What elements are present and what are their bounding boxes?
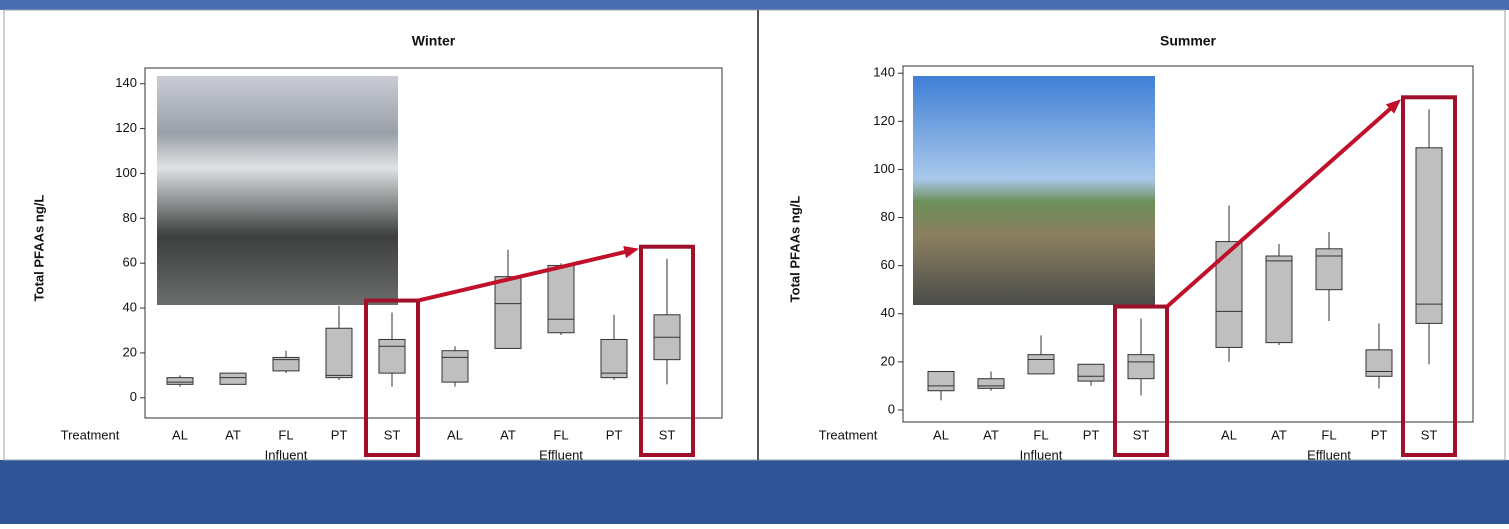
- group-label: Influent: [1020, 447, 1063, 462]
- box: [1128, 355, 1154, 379]
- y-tick-label: 0: [888, 401, 895, 416]
- x-tick-label: AT: [500, 427, 516, 442]
- chart-title: Summer: [1160, 33, 1217, 49]
- y-tick-label: 120: [873, 113, 895, 128]
- box: [1078, 364, 1104, 381]
- group-label: Effluent: [1307, 447, 1351, 462]
- x-tick-label: ST: [1133, 427, 1150, 442]
- x-axis-label: Treatment: [819, 427, 878, 442]
- y-tick-label: 20: [881, 353, 895, 368]
- y-tick-label: 120: [115, 120, 137, 135]
- photo: [157, 76, 398, 305]
- x-tick-label: AL: [447, 427, 463, 442]
- figure: Winter Total PFAAs ng/L Treatment 0 20 40 60 80…: [0, 0, 1509, 524]
- box: [167, 378, 193, 385]
- x-tick-label: PT: [1371, 427, 1388, 442]
- box: [548, 265, 574, 332]
- y-tick-label: 40: [123, 300, 137, 315]
- x-tick-label: ST: [384, 427, 401, 442]
- x-tick-label: ST: [659, 427, 676, 442]
- x-tick-label: FL: [1321, 427, 1336, 442]
- x-axis-label: Treatment: [61, 427, 120, 442]
- top-band: [0, 0, 1509, 10]
- box: [1416, 148, 1442, 324]
- y-tick-label: 20: [123, 344, 137, 359]
- y-tick-label: 100: [873, 161, 895, 176]
- y-tick-label: 0: [130, 389, 137, 404]
- x-tick-label: AT: [225, 427, 241, 442]
- photo: [913, 76, 1155, 305]
- x-tick-label: PT: [331, 427, 348, 442]
- box: [601, 339, 627, 377]
- y-tick-label: 80: [881, 209, 895, 224]
- y-tick-label: 140: [115, 75, 137, 90]
- y-tick-label: 80: [123, 210, 137, 225]
- group-label: Effluent: [539, 447, 583, 462]
- y-tick-label: 100: [115, 165, 137, 180]
- box: [1028, 355, 1054, 374]
- box: [1366, 350, 1392, 376]
- box: [1266, 256, 1292, 343]
- box: [442, 351, 468, 382]
- x-tick-label: FL: [553, 427, 568, 442]
- y-axis-label: Total PFAAs ng/L: [31, 195, 46, 302]
- x-tick-label: AT: [983, 427, 999, 442]
- bottom-band: [0, 460, 1509, 524]
- box: [495, 277, 521, 349]
- y-tick-label: 60: [881, 257, 895, 272]
- x-tick-label: FL: [1033, 427, 1048, 442]
- chart-title: Winter: [412, 33, 456, 49]
- y-tick-label: 40: [881, 305, 895, 320]
- x-tick-label: AT: [1271, 427, 1287, 442]
- x-tick-label: AL: [933, 427, 949, 442]
- y-tick-label: 140: [873, 65, 895, 80]
- box: [1316, 249, 1342, 290]
- box: [978, 379, 1004, 389]
- box: [928, 371, 954, 390]
- box: [379, 339, 405, 373]
- x-tick-label: PT: [1083, 427, 1100, 442]
- group-label: Influent: [265, 447, 308, 462]
- x-tick-label: AL: [1221, 427, 1237, 442]
- x-tick-label: PT: [606, 427, 623, 442]
- y-axis-label: Total PFAAs ng/L: [787, 196, 802, 303]
- y-tick-label: 60: [123, 255, 137, 270]
- box: [326, 328, 352, 377]
- x-tick-label: ST: [1421, 427, 1438, 442]
- x-tick-label: AL: [172, 427, 188, 442]
- x-tick-label: FL: [278, 427, 293, 442]
- box: [220, 373, 246, 384]
